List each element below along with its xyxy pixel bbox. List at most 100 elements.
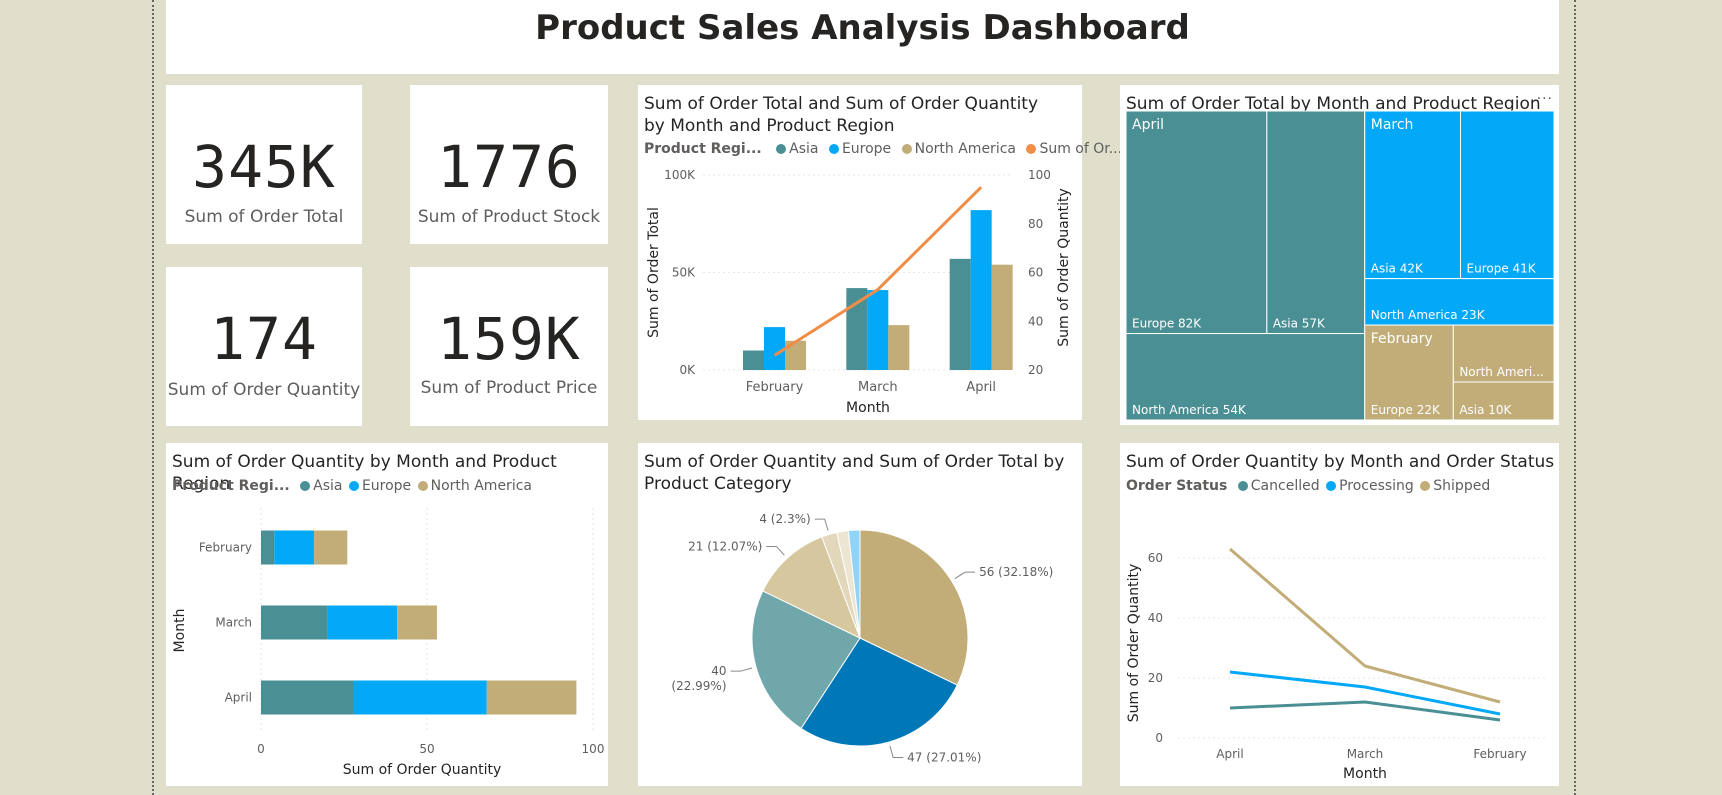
treemap-tile-label: Europe 22K [1371,403,1441,417]
bar-north-america [314,530,348,565]
y-tick-label: 40 [1148,611,1163,625]
pie-leader-line [766,545,785,556]
bar-north-america [991,264,1013,370]
hbar-chart-visual[interactable]: Sum of Order Quantity by Month and Produ… [166,443,608,786]
treemap-tile-label: Europe 41K [1467,262,1537,276]
treemap-tile-label: Asia 10K [1459,403,1512,417]
chart-legend: Product Regi... Asia Europe North Americ… [172,478,532,494]
y2-tick-label: 100 [1028,168,1051,182]
bar-north-america [397,605,437,640]
y-tick-label: 0 [1155,731,1163,745]
pie-slice [800,637,958,747]
y2-axis-title: Sum of Order Quantity [1056,188,1072,347]
kpi-product-price[interactable]: 159K Sum of Product Price [410,267,608,426]
treemap-tile [1125,333,1366,421]
legend-item[interactable]: Processing [1339,478,1414,494]
bar-europe [764,327,785,370]
kpi-value: 1776 [437,133,581,201]
treemap-tile-label: Asia 57K [1273,317,1326,331]
chart-legend: Product Regi... Asia Europe North Americ… [644,141,1122,157]
x-tick-label: 100 [582,742,605,756]
bar-north-america [785,340,806,370]
bar-europe [274,530,315,565]
kpi-order-total[interactable]: 345K Sum of Order Total [166,85,362,244]
pie-leader-line [889,745,904,758]
kpi-value: 174 [210,305,318,373]
treemap-tile [1364,278,1555,326]
legend-item[interactable]: North America [430,478,532,494]
pie-slice [859,529,969,686]
more-options-icon[interactable]: ... [1536,87,1553,103]
y-axis-title: Sum of Order Quantity [1126,564,1142,723]
kpi-label: Sum of Order Total [184,207,344,227]
legend-title: Order Status [1126,478,1228,494]
treemap-tile [1125,110,1268,335]
treemap-tile [1460,110,1555,280]
legend-title: Product Regi... [644,141,762,157]
treemap-tile [1364,324,1454,421]
legend-item[interactable]: North America [914,141,1016,157]
y-tick-label: 50K [672,266,696,280]
treemap-group-label: February [1371,331,1433,347]
combo-chart-visual[interactable]: Sum of Order Total and Sum of Order Quan… [638,85,1122,420]
bar-north-america [486,680,577,715]
pie-leader-line [954,571,976,579]
title-panel: Product Sales Analysis Dashboard [166,0,1559,74]
y-tick-label: 60 [1148,551,1163,565]
x-axis-title: Month [846,400,890,416]
pie-leader-line [814,518,829,531]
pie-chart-visual[interactable]: Sum of Order Quantity and Sum of Order T… [638,443,1082,786]
treemap-tile-label: Europe 82K [1132,317,1202,331]
hbar-chart-svg: 0 50 100 February March April Sum of Order Qua… [172,508,605,778]
bar-asia [743,350,764,370]
bar-asia [949,258,971,370]
legend-item[interactable]: Asia [313,478,343,494]
treemap-tile-label: North America 54K [1132,403,1247,417]
x-tick-label: March [1347,747,1384,761]
line-series-order-quantity [773,186,983,357]
visual-title: Sum of Order Quantity by Month and Order… [1126,452,1555,472]
legend-item[interactable]: Shipped [1433,478,1491,494]
kpi-product-stock[interactable]: 1776 Sum of Product Stock [410,85,608,244]
x-tick-label: April [966,380,996,395]
treemap-group-label: March [1371,117,1414,133]
x-tick-label: February [746,380,804,395]
treemap-tile-label: North America 23K [1371,308,1486,322]
pie-slice [847,529,861,639]
y-tick-label: 20 [1148,671,1163,685]
pie-slice [762,536,861,639]
kpi-order-quantity[interactable]: 174 Sum of Order Quantity [166,267,362,426]
bar-europe [353,680,487,715]
bar-asia [261,605,328,640]
kpi-value: 159K [437,305,581,373]
legend-item[interactable]: Europe [361,478,412,494]
treemap-tile-label: Asia 42K [1371,262,1424,276]
legend-item[interactable]: Cancelled [1250,478,1320,494]
visual-title: Sum of Order Quantity and Sum of Order T… [644,452,1065,494]
legend-item[interactable]: Sum of Or... [1039,141,1123,157]
line-chart-svg: 0 20 40 60 April March February Month Sum of Ord… [1126,547,1545,782]
pie-data-label: 47 (27.01%) [907,750,981,764]
treemap-tile [1364,110,1462,280]
line-series-processing [1229,670,1501,716]
y-tick-label: April [225,691,252,705]
treemap-visual[interactable]: Sum of Order Total by Month and Product … [1120,85,1559,425]
treemap-tile [1452,324,1555,383]
x-axis-title: Month [1343,766,1387,782]
pie-data-label: 4 (2.3%) [759,512,810,526]
y2-tick-label: 80 [1028,217,1043,231]
page-title: Product Sales Analysis Dashboard [535,8,1190,48]
bar-asia [261,530,275,565]
x-tick-label: 0 [257,742,265,756]
x-tick-label: 50 [419,742,434,756]
legend-item[interactable]: Europe [841,141,892,157]
pie-leader-line [730,667,753,672]
bar-europe [327,605,398,640]
treemap-tile-label: North Ameri... [1459,365,1543,379]
legend-item[interactable]: Asia [789,141,819,157]
pie-data-label: 40 [711,664,726,678]
bar-north-america [888,325,910,370]
bar-europe [970,210,992,370]
line-chart-visual[interactable]: Sum of Order Quantity by Month and Order… [1120,443,1559,786]
treemap-svg: Europe 82K Asia 57K North America 54K April… [1125,110,1555,421]
